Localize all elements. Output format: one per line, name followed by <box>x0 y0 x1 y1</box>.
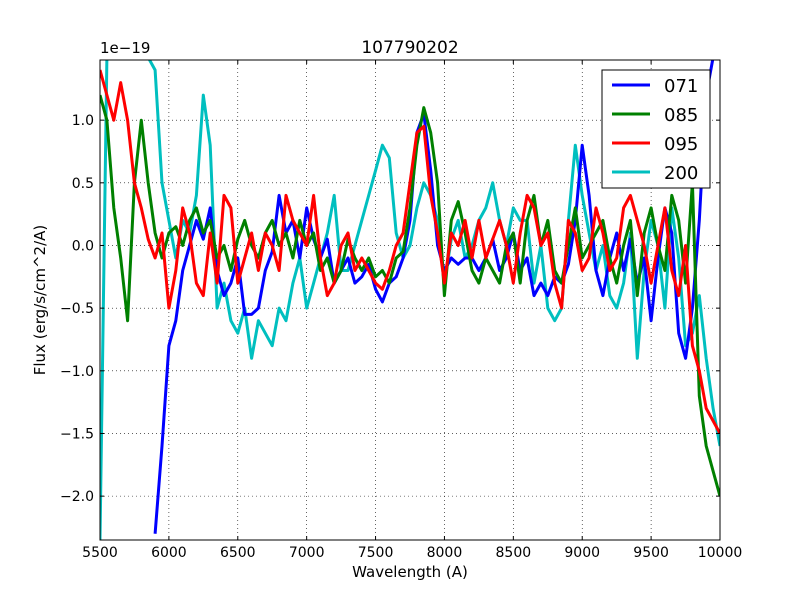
legend-label-200: 200 <box>664 163 698 184</box>
x-tick-label: 9000 <box>564 545 600 561</box>
plot-frame <box>99 59 721 541</box>
x-tick-label: 5500 <box>82 545 118 561</box>
y-axis-label: Flux (erg/s/cm^2/A) <box>31 225 49 376</box>
series-layer <box>100 60 720 540</box>
y-tick-label: 1.0 <box>72 113 94 129</box>
chart-title: 107790202 <box>361 38 458 58</box>
legend-label-085: 085 <box>664 105 698 126</box>
y-tick-label: 0.0 <box>72 238 94 254</box>
series-line-200 <box>100 60 720 540</box>
x-tick-label: 7000 <box>289 545 325 561</box>
axis-ticks: 5500 6000 6500 7000 7500 8000 8500 9000 9500 1000… <box>60 60 742 561</box>
series-line-071 <box>153 60 715 534</box>
y-tick-label: −1.0 <box>60 364 94 380</box>
x-tick-label: 8500 <box>496 545 532 561</box>
legend-label-071: 071 <box>664 76 698 97</box>
series-line-085 <box>100 94 720 497</box>
x-tick-label: 8000 <box>427 545 463 561</box>
legend: 071 085 095 200 <box>601 69 711 189</box>
x-tick-label: 6500 <box>220 545 256 561</box>
legend-label-095: 095 <box>664 134 698 155</box>
y-tick-label: 0.5 <box>72 176 94 192</box>
x-tick-label: 10000 <box>698 545 743 561</box>
y-tick-label: −1.5 <box>60 426 94 442</box>
series-line-095 <box>100 69 720 435</box>
y-tick-label: −0.5 <box>60 301 94 317</box>
x-tick-label: 9500 <box>633 545 669 561</box>
x-tick-label: 7500 <box>358 545 394 561</box>
legend-box <box>601 69 711 189</box>
x-axis-label: Wavelength (A) <box>352 563 468 581</box>
x-tick-label: 6000 <box>151 545 187 561</box>
y-axis-offset-text: 1e−19 <box>100 39 150 57</box>
y-tick-label: −2.0 <box>60 489 94 505</box>
